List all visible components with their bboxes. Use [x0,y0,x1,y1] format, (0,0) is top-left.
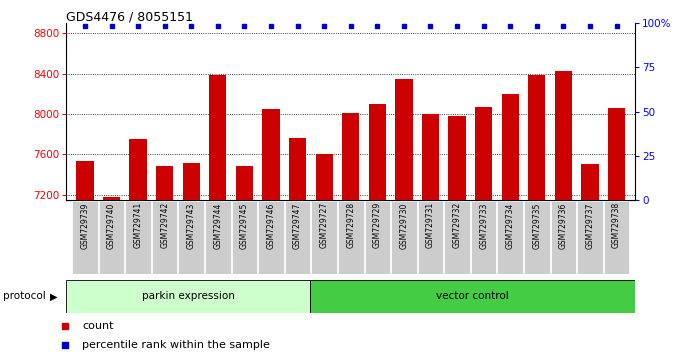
Bar [369,104,386,200]
FancyBboxPatch shape [524,201,549,274]
Text: count: count [82,321,114,331]
Bar [262,109,280,200]
Text: GSM729746: GSM729746 [267,202,276,249]
FancyBboxPatch shape [338,201,364,274]
Bar [209,75,226,200]
Bar [528,75,545,200]
Text: GSM729729: GSM729729 [373,202,382,249]
Bar [183,162,200,200]
Bar [315,154,333,200]
FancyBboxPatch shape [205,201,230,274]
FancyBboxPatch shape [258,201,284,274]
Text: protocol: protocol [3,291,46,302]
Text: GSM729743: GSM729743 [187,202,195,249]
Text: GSM729747: GSM729747 [293,202,302,249]
Text: GSM729738: GSM729738 [612,202,621,249]
Text: percentile rank within the sample: percentile rank within the sample [82,341,270,350]
FancyBboxPatch shape [391,201,417,274]
Text: GSM729739: GSM729739 [80,202,89,249]
Text: GSM729742: GSM729742 [160,202,169,249]
Text: GSM729736: GSM729736 [559,202,568,249]
Text: GSM729740: GSM729740 [107,202,116,249]
FancyBboxPatch shape [310,280,635,313]
FancyBboxPatch shape [604,201,630,274]
Text: GSM729727: GSM729727 [320,202,329,249]
Bar [342,113,359,200]
FancyBboxPatch shape [417,201,443,274]
Text: GSM729744: GSM729744 [214,202,223,249]
Text: GSM729731: GSM729731 [426,202,435,249]
FancyBboxPatch shape [577,201,603,274]
FancyBboxPatch shape [66,280,310,313]
Text: GSM729735: GSM729735 [533,202,542,249]
Text: GSM729730: GSM729730 [399,202,408,249]
Text: GSM729734: GSM729734 [506,202,514,249]
FancyBboxPatch shape [311,201,337,274]
Bar [76,161,94,200]
Bar [502,94,519,200]
FancyBboxPatch shape [498,201,523,274]
Text: parkin expression: parkin expression [142,291,235,302]
Bar [475,107,492,200]
FancyBboxPatch shape [364,201,390,274]
Bar [448,115,466,200]
Bar [581,164,599,200]
Bar [129,139,147,200]
FancyBboxPatch shape [179,201,204,274]
Text: GSM729737: GSM729737 [586,202,595,249]
Text: ▶: ▶ [50,291,58,302]
FancyBboxPatch shape [445,201,470,274]
Bar [236,166,253,200]
Text: GSM729741: GSM729741 [133,202,142,249]
Bar [289,138,306,200]
Text: GSM729745: GSM729745 [240,202,249,249]
Bar [103,198,120,200]
FancyBboxPatch shape [551,201,576,274]
Text: GDS4476 / 8055151: GDS4476 / 8055151 [66,11,193,24]
FancyBboxPatch shape [285,201,311,274]
Bar [555,70,572,200]
FancyBboxPatch shape [232,201,257,274]
FancyBboxPatch shape [126,201,151,274]
Text: vector control: vector control [436,291,509,302]
FancyBboxPatch shape [98,201,124,274]
Bar [608,108,625,200]
FancyBboxPatch shape [152,201,177,274]
Bar [156,166,173,200]
Text: GSM729732: GSM729732 [452,202,461,249]
FancyBboxPatch shape [72,201,98,274]
FancyBboxPatch shape [471,201,496,274]
Bar [422,114,439,200]
Text: GSM729733: GSM729733 [479,202,488,249]
Text: GSM729728: GSM729728 [346,202,355,249]
Bar [395,79,413,200]
